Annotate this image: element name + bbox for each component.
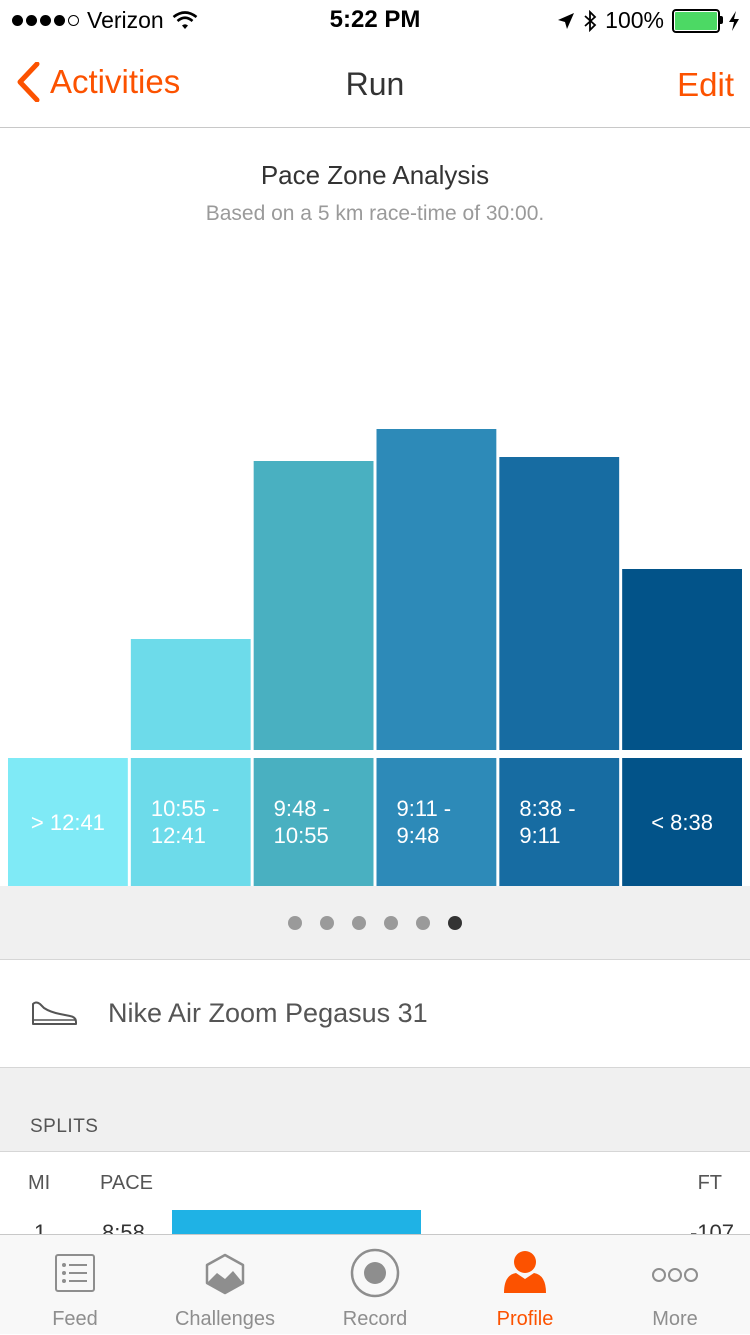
page-dot-5[interactable] — [416, 916, 430, 930]
page-dot-4[interactable] — [384, 916, 398, 930]
zone-label-cell-4 — [376, 758, 497, 886]
status-bar: Verizon 5:22 PM 100% — [0, 0, 750, 40]
chart-pager — [0, 886, 750, 960]
column-ft: FT — [697, 1172, 722, 1194]
tab-feed-label: Feed — [52, 1308, 98, 1330]
signal-strength-icon — [12, 15, 79, 26]
splits-heading: SPLITS — [30, 1116, 99, 1137]
zone-label-5: 8:38 -9:11 — [519, 796, 575, 848]
page-dot-3[interactable] — [352, 916, 366, 930]
navigation-bar: Activities Run Edit — [0, 40, 750, 128]
tab-challenges-label: Challenges — [174, 1308, 276, 1330]
shoe-icon — [32, 1001, 77, 1025]
zone-bar-2[interactable] — [130, 639, 251, 750]
zone-label-4: 9:11 -9:48 — [397, 796, 452, 848]
tab-record-label: Record — [342, 1308, 408, 1330]
zone-bar-6[interactable] — [622, 569, 742, 750]
challenges-icon — [205, 1253, 245, 1295]
zone-label-2: 10:55 -12:41 — [151, 796, 220, 848]
more-icon — [652, 1268, 698, 1282]
feed-icon — [55, 1254, 95, 1292]
tab-feed[interactable]: Feed — [0, 1235, 150, 1335]
zone-label-3: 9:48 -10:55 — [274, 796, 330, 848]
back-button[interactable]: Activities — [16, 62, 180, 102]
tab-profile-label: Profile — [496, 1308, 554, 1330]
gear-row[interactable]: Nike Air Zoom Pegasus 31 — [0, 960, 750, 1068]
split-pace-bar — [172, 1210, 421, 1238]
tab-more[interactable]: More — [600, 1235, 750, 1335]
pace-zone-chart[interactable]: > 12:41 10:55 -12:41 9:48 -10:55 9:11 -9:48… — [0, 240, 750, 890]
page-title: Run — [345, 66, 405, 102]
profile-icon — [504, 1251, 546, 1293]
tab-challenges[interactable]: Challenges — [150, 1235, 300, 1335]
tab-more-label: More — [652, 1308, 698, 1330]
zone-label-cell-5 — [499, 758, 620, 886]
page-indicator[interactable] — [0, 916, 750, 930]
edit-button[interactable]: Edit — [677, 66, 734, 103]
chevron-left-icon — [17, 62, 40, 102]
zone-label-cell-1 — [8, 758, 128, 886]
zone-label-cell-3 — [253, 758, 374, 886]
carrier-name: Verizon — [87, 7, 164, 33]
battery-percent: 100% — [605, 7, 664, 33]
tab-bar: Feed Challenges Record Profile More — [0, 1234, 750, 1334]
tab-profile[interactable]: Profile — [450, 1235, 600, 1335]
back-button-label: Activities — [50, 63, 181, 100]
battery-icon — [672, 8, 723, 33]
splits-section-header: SPLITS — [0, 1068, 750, 1152]
zone-bar-5[interactable] — [499, 457, 620, 750]
status-time: 5:22 PM — [329, 6, 421, 33]
zone-bar-4[interactable] — [376, 429, 497, 750]
page-dot-2[interactable] — [320, 916, 334, 930]
record-icon — [350, 1248, 400, 1298]
location-arrow-icon — [558, 12, 575, 29]
bluetooth-icon — [584, 9, 597, 32]
tab-record[interactable]: Record — [300, 1235, 450, 1335]
column-pace: PACE — [100, 1172, 153, 1194]
chart-title: Pace Zone Analysis — [260, 160, 490, 190]
zone-label-1: > 12:41 — [31, 810, 105, 835]
splits-column-headers: MI PACE FT — [0, 1152, 750, 1212]
page-dot-6[interactable] — [448, 916, 462, 930]
wifi-icon — [172, 10, 198, 29]
charging-icon — [729, 10, 739, 31]
chart-subtitle: Based on a 5 km race-time of 30:00. — [205, 202, 545, 225]
zone-bar-3[interactable] — [253, 461, 374, 750]
page-dot-1[interactable] — [288, 916, 302, 930]
zone-label-6: < 8:38 — [651, 810, 713, 835]
zone-label-cell-6 — [622, 758, 742, 886]
status-right: 100% — [557, 7, 740, 34]
column-mi: MI — [28, 1172, 51, 1194]
status-left: Verizon — [12, 7, 198, 34]
gear-name: Nike Air Zoom Pegasus 31 — [108, 998, 428, 1028]
zone-label-cell-2 — [130, 758, 251, 886]
